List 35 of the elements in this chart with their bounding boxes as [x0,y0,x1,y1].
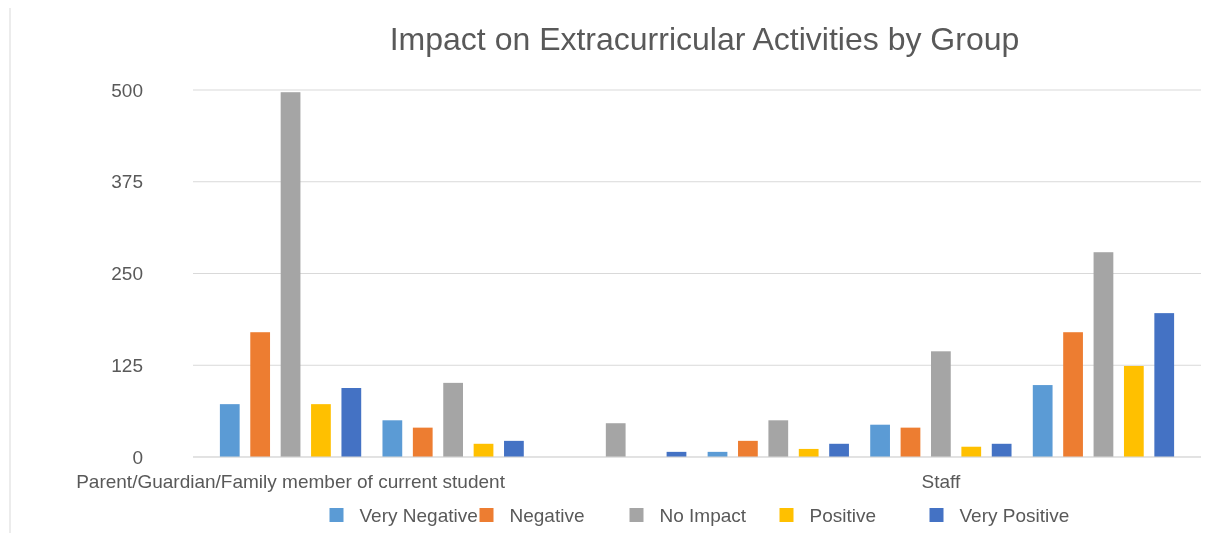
legend-label: No Impact [659,505,747,526]
y-tick-label: 125 [111,354,143,376]
bar [1032,385,1053,457]
bar [280,92,301,457]
bar [311,404,331,457]
bar [768,420,789,457]
legend-label: Positive [809,505,877,526]
bar [1123,365,1144,457]
bar [829,443,849,457]
y-tick-label: 375 [111,171,143,193]
bar [1154,313,1175,457]
bar [900,427,921,457]
bar [382,420,403,457]
y-tick-label: 250 [111,263,143,285]
legend-label: Very Positive [959,505,1070,526]
bar [991,443,1012,457]
x-tick-label: Parent/Guardian/Family member of current student [76,471,506,492]
bar [443,382,464,457]
bar [412,427,433,457]
bar [250,332,271,457]
x-tick-label: Staff [921,471,961,492]
y-tick-label: 0 [132,446,143,468]
bar [504,440,524,457]
bar [605,423,626,457]
legend-label: Negative [509,505,585,526]
legend-label: Very Negative [359,505,478,526]
chart-title: Impact on Extracurricular Activities by Group [389,21,1020,57]
bar [1063,332,1083,457]
bar [341,388,362,457]
bar [870,424,890,457]
bar [1093,252,1114,457]
bar [738,440,758,457]
y-tick-label: 500 [111,79,143,101]
bar [931,351,951,457]
bar [219,404,240,457]
